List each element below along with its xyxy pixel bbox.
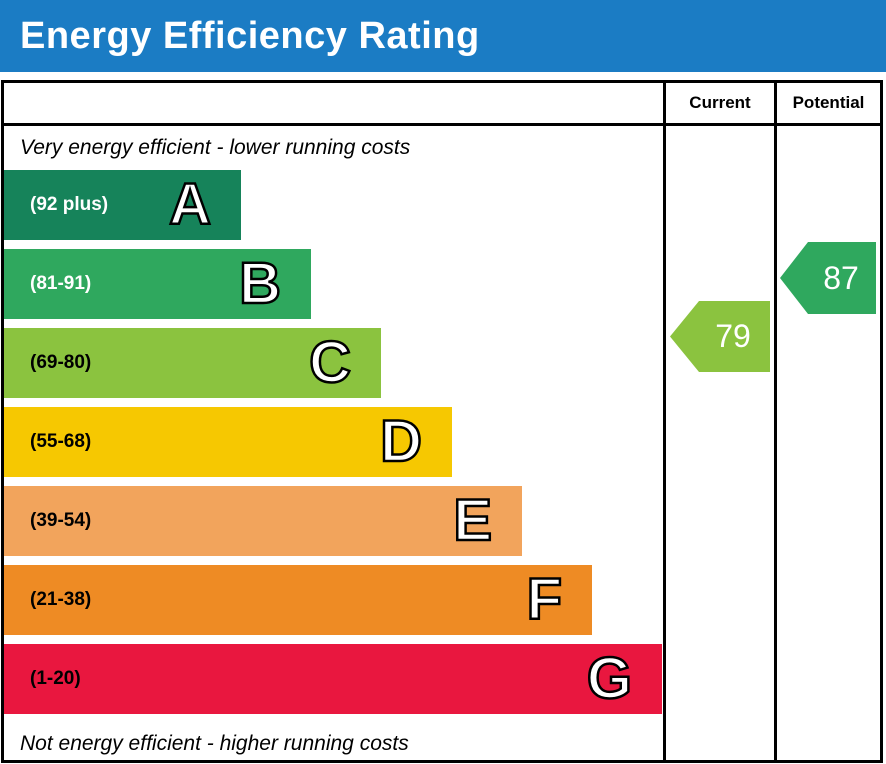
band-range: (55-68) — [30, 431, 92, 452]
band-row-d: (55-68) D — [4, 407, 452, 477]
bottom-note: Not energy efficient - higher running co… — [20, 732, 409, 755]
potential-column: 87 — [774, 126, 880, 760]
current-arrow-shape — [670, 301, 770, 372]
top-note: Very energy efficient - lower running co… — [20, 136, 411, 159]
band-range: (92 plus) — [30, 194, 109, 215]
band-row-b: (81-91) B — [4, 249, 311, 319]
band-letter: B — [238, 251, 282, 316]
band-letter: F — [525, 567, 563, 632]
rating-grid: Current Potential Very energy efficient … — [4, 83, 880, 760]
page-title: Energy Efficiency Rating — [20, 14, 480, 57]
band-range: (21-38) — [30, 589, 92, 610]
current-rating-arrow: 79 — [670, 301, 770, 372]
band-letter: D — [379, 409, 423, 474]
column-header-potential: Potential — [774, 83, 880, 126]
rating-table: Current Potential Very energy efficient … — [1, 80, 883, 763]
band-range: (1-20) — [30, 668, 81, 689]
band-row-e: (39-54) E — [4, 486, 522, 556]
band-row-f: (21-38) F — [4, 565, 592, 635]
current-column: 79 — [663, 126, 774, 760]
current-rating-value: 79 — [715, 318, 751, 354]
column-header-current: Current — [663, 83, 774, 126]
potential-arrow-shape — [780, 242, 876, 314]
band-range: (39-54) — [30, 510, 92, 531]
band-letter: A — [168, 172, 212, 237]
band-letter: G — [586, 646, 634, 711]
band-row-c: (69-80) C — [4, 328, 381, 398]
header-cell-empty — [4, 83, 663, 126]
band-range: (81-91) — [30, 273, 92, 294]
bands-column: Very energy efficient - lower running co… — [4, 126, 663, 760]
potential-rating-arrow: 87 — [780, 242, 876, 314]
title-band: Energy Efficiency Rating — [0, 0, 886, 72]
band-letter: E — [452, 488, 493, 553]
band-letter: C — [308, 330, 352, 395]
band-row-a: (92 plus) A — [4, 170, 241, 240]
band-row-g: (1-20) G — [4, 644, 662, 714]
potential-rating-value: 87 — [823, 259, 859, 296]
band-range: (69-80) — [30, 352, 92, 373]
